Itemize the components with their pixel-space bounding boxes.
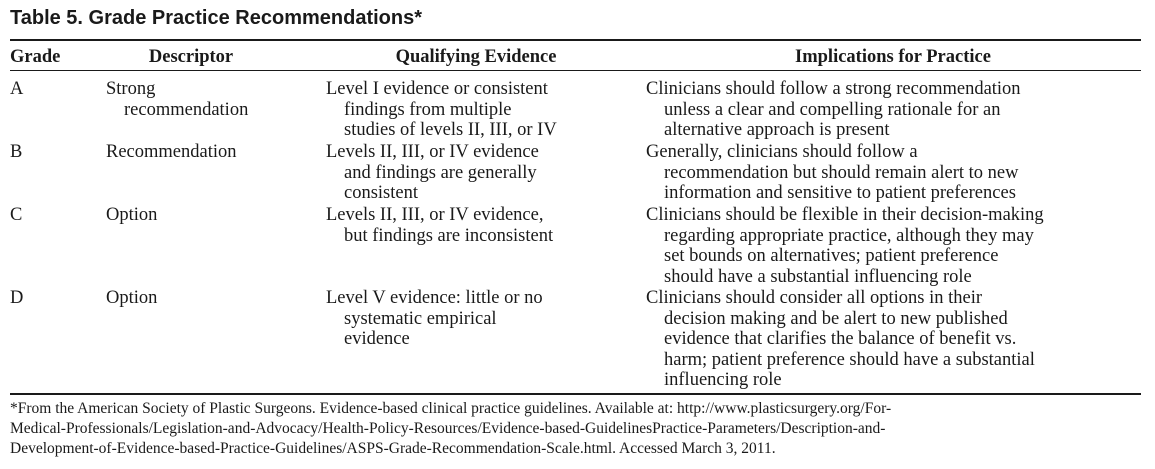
descriptor-line: Option [106, 205, 158, 225]
header-descriptor: Descriptor [148, 47, 234, 67]
descriptor-line: Recommendation [106, 142, 237, 162]
implications-line: unless a clear and compelling rationale … [664, 99, 1001, 120]
evidence-line: Levels II, III, or IV evidence [326, 142, 539, 162]
header-rule [10, 70, 1141, 71]
header-qualifying-evidence: Qualifying Evidence [395, 47, 557, 67]
cell-evidence: Level I evidence or consistent findings … [326, 79, 626, 141]
cell-implications: Clinicians should follow a strong recomm… [646, 79, 1141, 141]
cell-grade: A [10, 79, 24, 99]
cell-implications: Clinicians should be flexible in their d… [646, 205, 1141, 287]
cell-grade: C [10, 205, 23, 225]
cell-grade: D [10, 288, 24, 308]
cell-descriptor: Recommendation [106, 142, 306, 163]
implications-line: influencing role [664, 370, 782, 390]
implications-line: Clinicians should consider all options i… [646, 288, 983, 308]
implications-line: harm; patient preference should have a s… [664, 349, 1035, 370]
evidence-line: Levels II, III, or IV evidence, [326, 205, 544, 225]
cell-implications: Clinicians should consider all options i… [646, 288, 1141, 391]
evidence-line: consistent [344, 183, 418, 203]
implications-line: Clinicians should be flexible in their d… [646, 205, 1044, 225]
top-rule [10, 39, 1141, 41]
implications-line: Generally, clinicians should follow a [646, 142, 918, 162]
header-implications: Implications for Practice [795, 47, 991, 67]
evidence-line: but findings are inconsistent [344, 225, 554, 246]
implications-line: Clinicians should follow a strong recomm… [646, 79, 1021, 99]
header-grade: Grade [10, 47, 61, 67]
evidence-line: Level I evidence or consistent [326, 79, 548, 99]
cell-evidence: Levels II, III, or IV evidence, but find… [326, 205, 626, 246]
implications-line: should have a substantial influencing ro… [664, 266, 972, 287]
cell-evidence: Level V evidence: little or no systemati… [326, 288, 626, 350]
implications-line: alternative approach is present [664, 120, 890, 140]
implications-line: evidence that clarifies the balance of b… [664, 329, 1017, 349]
cell-evidence: Levels II, III, or IV evidence and findi… [326, 142, 626, 204]
cell-grade: B [10, 142, 23, 162]
descriptor-line: Option [106, 288, 158, 308]
descriptor-line: Strong [106, 79, 156, 99]
implications-line: information and sensitive to patient pre… [664, 183, 1016, 203]
cell-descriptor: Option [106, 205, 306, 226]
footnote-line: *From the American Society of Plastic Su… [10, 400, 892, 417]
header-row: Grade Descriptor Qualifying Evidence Imp… [10, 46, 1141, 68]
evidence-line: systematic empirical [344, 308, 497, 329]
implications-line: set bounds on alternatives; patient pref… [664, 246, 999, 266]
evidence-line: Level V evidence: little or no [326, 288, 543, 308]
evidence-line: and findings are generally [344, 162, 537, 183]
implications-line: regarding appropriate practice, although… [664, 225, 1034, 246]
cell-descriptor: Strong recommendation [106, 79, 306, 120]
table-title: Table 5. Grade Practice Recommendations* [10, 7, 423, 29]
descriptor-line: recommendation [124, 99, 249, 120]
evidence-line: evidence [344, 329, 410, 349]
bottom-rule [10, 393, 1141, 395]
implications-line: recommendation but should remain alert t… [664, 162, 1019, 183]
footnote: *From the American Society of Plastic Su… [10, 399, 1150, 459]
implications-line: decision making and be alert to new publ… [664, 308, 1008, 329]
cell-implications: Generally, clinicians should follow a re… [646, 142, 1141, 204]
footnote-line: Development-of-Evidence-based-Practice-G… [10, 440, 776, 457]
evidence-line: studies of levels II, III, or IV [344, 120, 557, 140]
footnote-line: Medical-Professionals/Legislation-and-Ad… [10, 420, 886, 437]
evidence-line: findings from multiple [344, 99, 512, 120]
cell-descriptor: Option [106, 288, 306, 309]
